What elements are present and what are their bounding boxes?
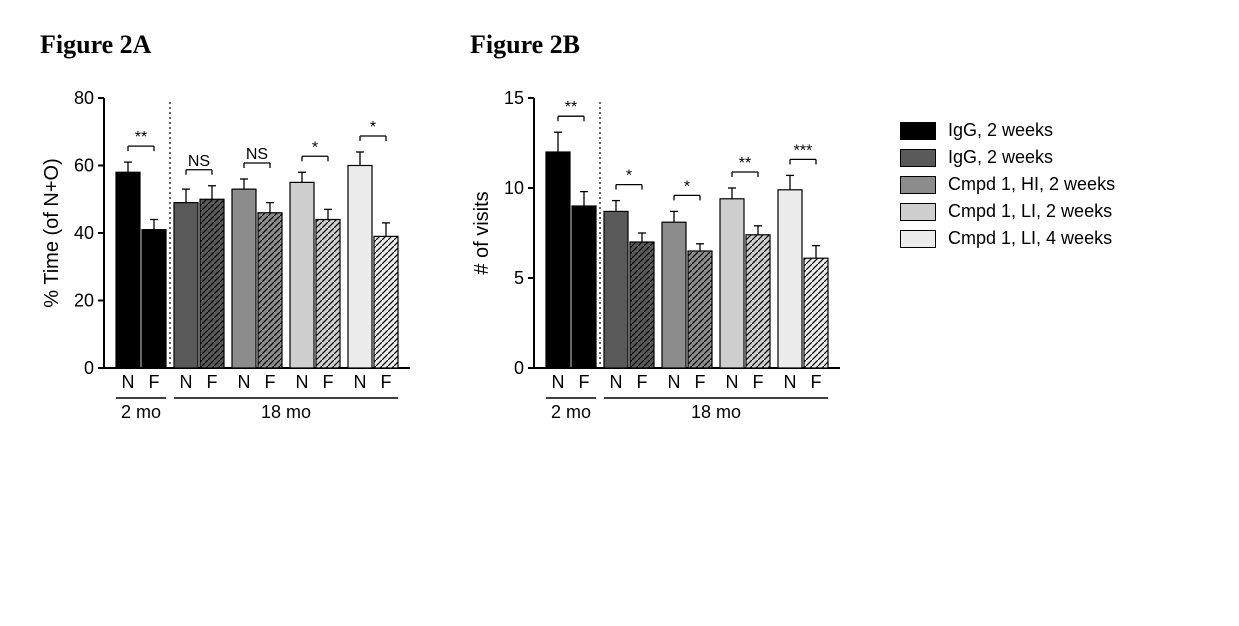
legend-label: Cmpd 1, LI, 2 weeks <box>948 201 1112 222</box>
significance-label: NS <box>188 153 210 170</box>
bar-f <box>142 230 166 368</box>
significance-label: ** <box>565 99 577 116</box>
x-tick-label: F <box>207 372 218 392</box>
y-tick-label: 5 <box>514 268 524 288</box>
panel-figure-a: Figure 2A 020406080% Time (of N+O)**NFNS… <box>40 30 420 458</box>
x-tick-label: N <box>610 372 623 392</box>
bar-f <box>200 199 224 368</box>
bar-f <box>746 235 770 368</box>
y-tick-label: 40 <box>74 223 94 243</box>
legend-item: IgG, 2 weeks <box>900 147 1115 168</box>
chart-b: 051015# of visits**NF*NF*NF**NF***NF2 mo… <box>470 78 850 458</box>
y-tick-label: 20 <box>74 291 94 311</box>
x-tick-label: F <box>149 372 160 392</box>
legend-swatch <box>900 176 936 194</box>
group-label: 18 mo <box>261 402 311 422</box>
panel-figure-b: Figure 2B 051015# of visits**NF*NF*NF**N… <box>470 30 850 458</box>
legend-swatch <box>900 149 936 167</box>
bar-n <box>174 203 198 368</box>
legend-label: Cmpd 1, HI, 2 weeks <box>948 174 1115 195</box>
x-tick-label: N <box>180 372 193 392</box>
figure-a-title: Figure 2A <box>40 30 420 60</box>
y-tick-label: 80 <box>74 88 94 108</box>
y-tick-label: 0 <box>514 358 524 378</box>
x-tick-label: N <box>238 372 251 392</box>
chart-a: 020406080% Time (of N+O)**NFNSNFNSNF*NF*… <box>40 78 420 458</box>
significance-label: * <box>626 168 632 185</box>
significance-label: * <box>312 139 318 156</box>
x-tick-label: N <box>552 372 565 392</box>
significance-label: * <box>684 178 690 195</box>
legend-item: IgG, 2 weeks <box>900 120 1115 141</box>
x-tick-label: F <box>381 372 392 392</box>
legend-swatch <box>900 230 936 248</box>
significance-label: *** <box>794 142 813 159</box>
bar-n <box>232 189 256 368</box>
significance-label: NS <box>246 146 268 163</box>
x-tick-label: N <box>354 372 367 392</box>
bar-n <box>348 166 372 369</box>
bar-n <box>778 190 802 368</box>
x-tick-label: N <box>668 372 681 392</box>
bar-f <box>374 236 398 368</box>
x-tick-label: N <box>122 372 135 392</box>
y-axis-label: # of visits <box>471 191 493 274</box>
bar-n <box>604 211 628 368</box>
legend-label: Cmpd 1, LI, 4 weeks <box>948 228 1112 249</box>
legend-item: Cmpd 1, HI, 2 weeks <box>900 174 1115 195</box>
legend-swatch <box>900 203 936 221</box>
x-tick-label: F <box>323 372 334 392</box>
bar-n <box>290 182 314 368</box>
significance-label: * <box>370 119 376 136</box>
bar-f <box>630 242 654 368</box>
significance-label: ** <box>135 129 147 146</box>
y-tick-label: 10 <box>504 178 524 198</box>
bar-n <box>116 172 140 368</box>
y-tick-label: 60 <box>74 156 94 176</box>
x-tick-label: F <box>265 372 276 392</box>
x-tick-label: F <box>753 372 764 392</box>
x-tick-label: N <box>296 372 309 392</box>
bar-f <box>258 213 282 368</box>
x-tick-label: N <box>726 372 739 392</box>
x-tick-label: F <box>579 372 590 392</box>
bar-f <box>316 220 340 369</box>
y-tick-label: 15 <box>504 88 524 108</box>
bar-f <box>688 251 712 368</box>
x-tick-label: F <box>695 372 706 392</box>
x-tick-label: N <box>784 372 797 392</box>
group-label: 18 mo <box>691 402 741 422</box>
bar-n <box>546 152 570 368</box>
group-label: 2 mo <box>551 402 591 422</box>
bar-n <box>662 222 686 368</box>
bar-f <box>804 258 828 368</box>
y-axis-label: % Time (of N+O) <box>41 158 63 307</box>
figure-b-title: Figure 2B <box>470 30 850 60</box>
legend-item: Cmpd 1, LI, 2 weeks <box>900 201 1115 222</box>
x-tick-label: F <box>811 372 822 392</box>
legend: IgG, 2 weeks IgG, 2 weeks Cmpd 1, HI, 2 we… <box>900 120 1115 255</box>
y-tick-label: 0 <box>84 358 94 378</box>
bar-f <box>572 206 596 368</box>
page-root: Figure 2A 020406080% Time (of N+O)**NFNS… <box>40 30 1199 458</box>
bar-n <box>720 199 744 368</box>
legend-item: Cmpd 1, LI, 4 weeks <box>900 228 1115 249</box>
legend-label: IgG, 2 weeks <box>948 147 1053 168</box>
group-label: 2 mo <box>121 402 161 422</box>
legend-label: IgG, 2 weeks <box>948 120 1053 141</box>
significance-label: ** <box>739 155 751 172</box>
x-tick-label: F <box>637 372 648 392</box>
legend-swatch <box>900 122 936 140</box>
